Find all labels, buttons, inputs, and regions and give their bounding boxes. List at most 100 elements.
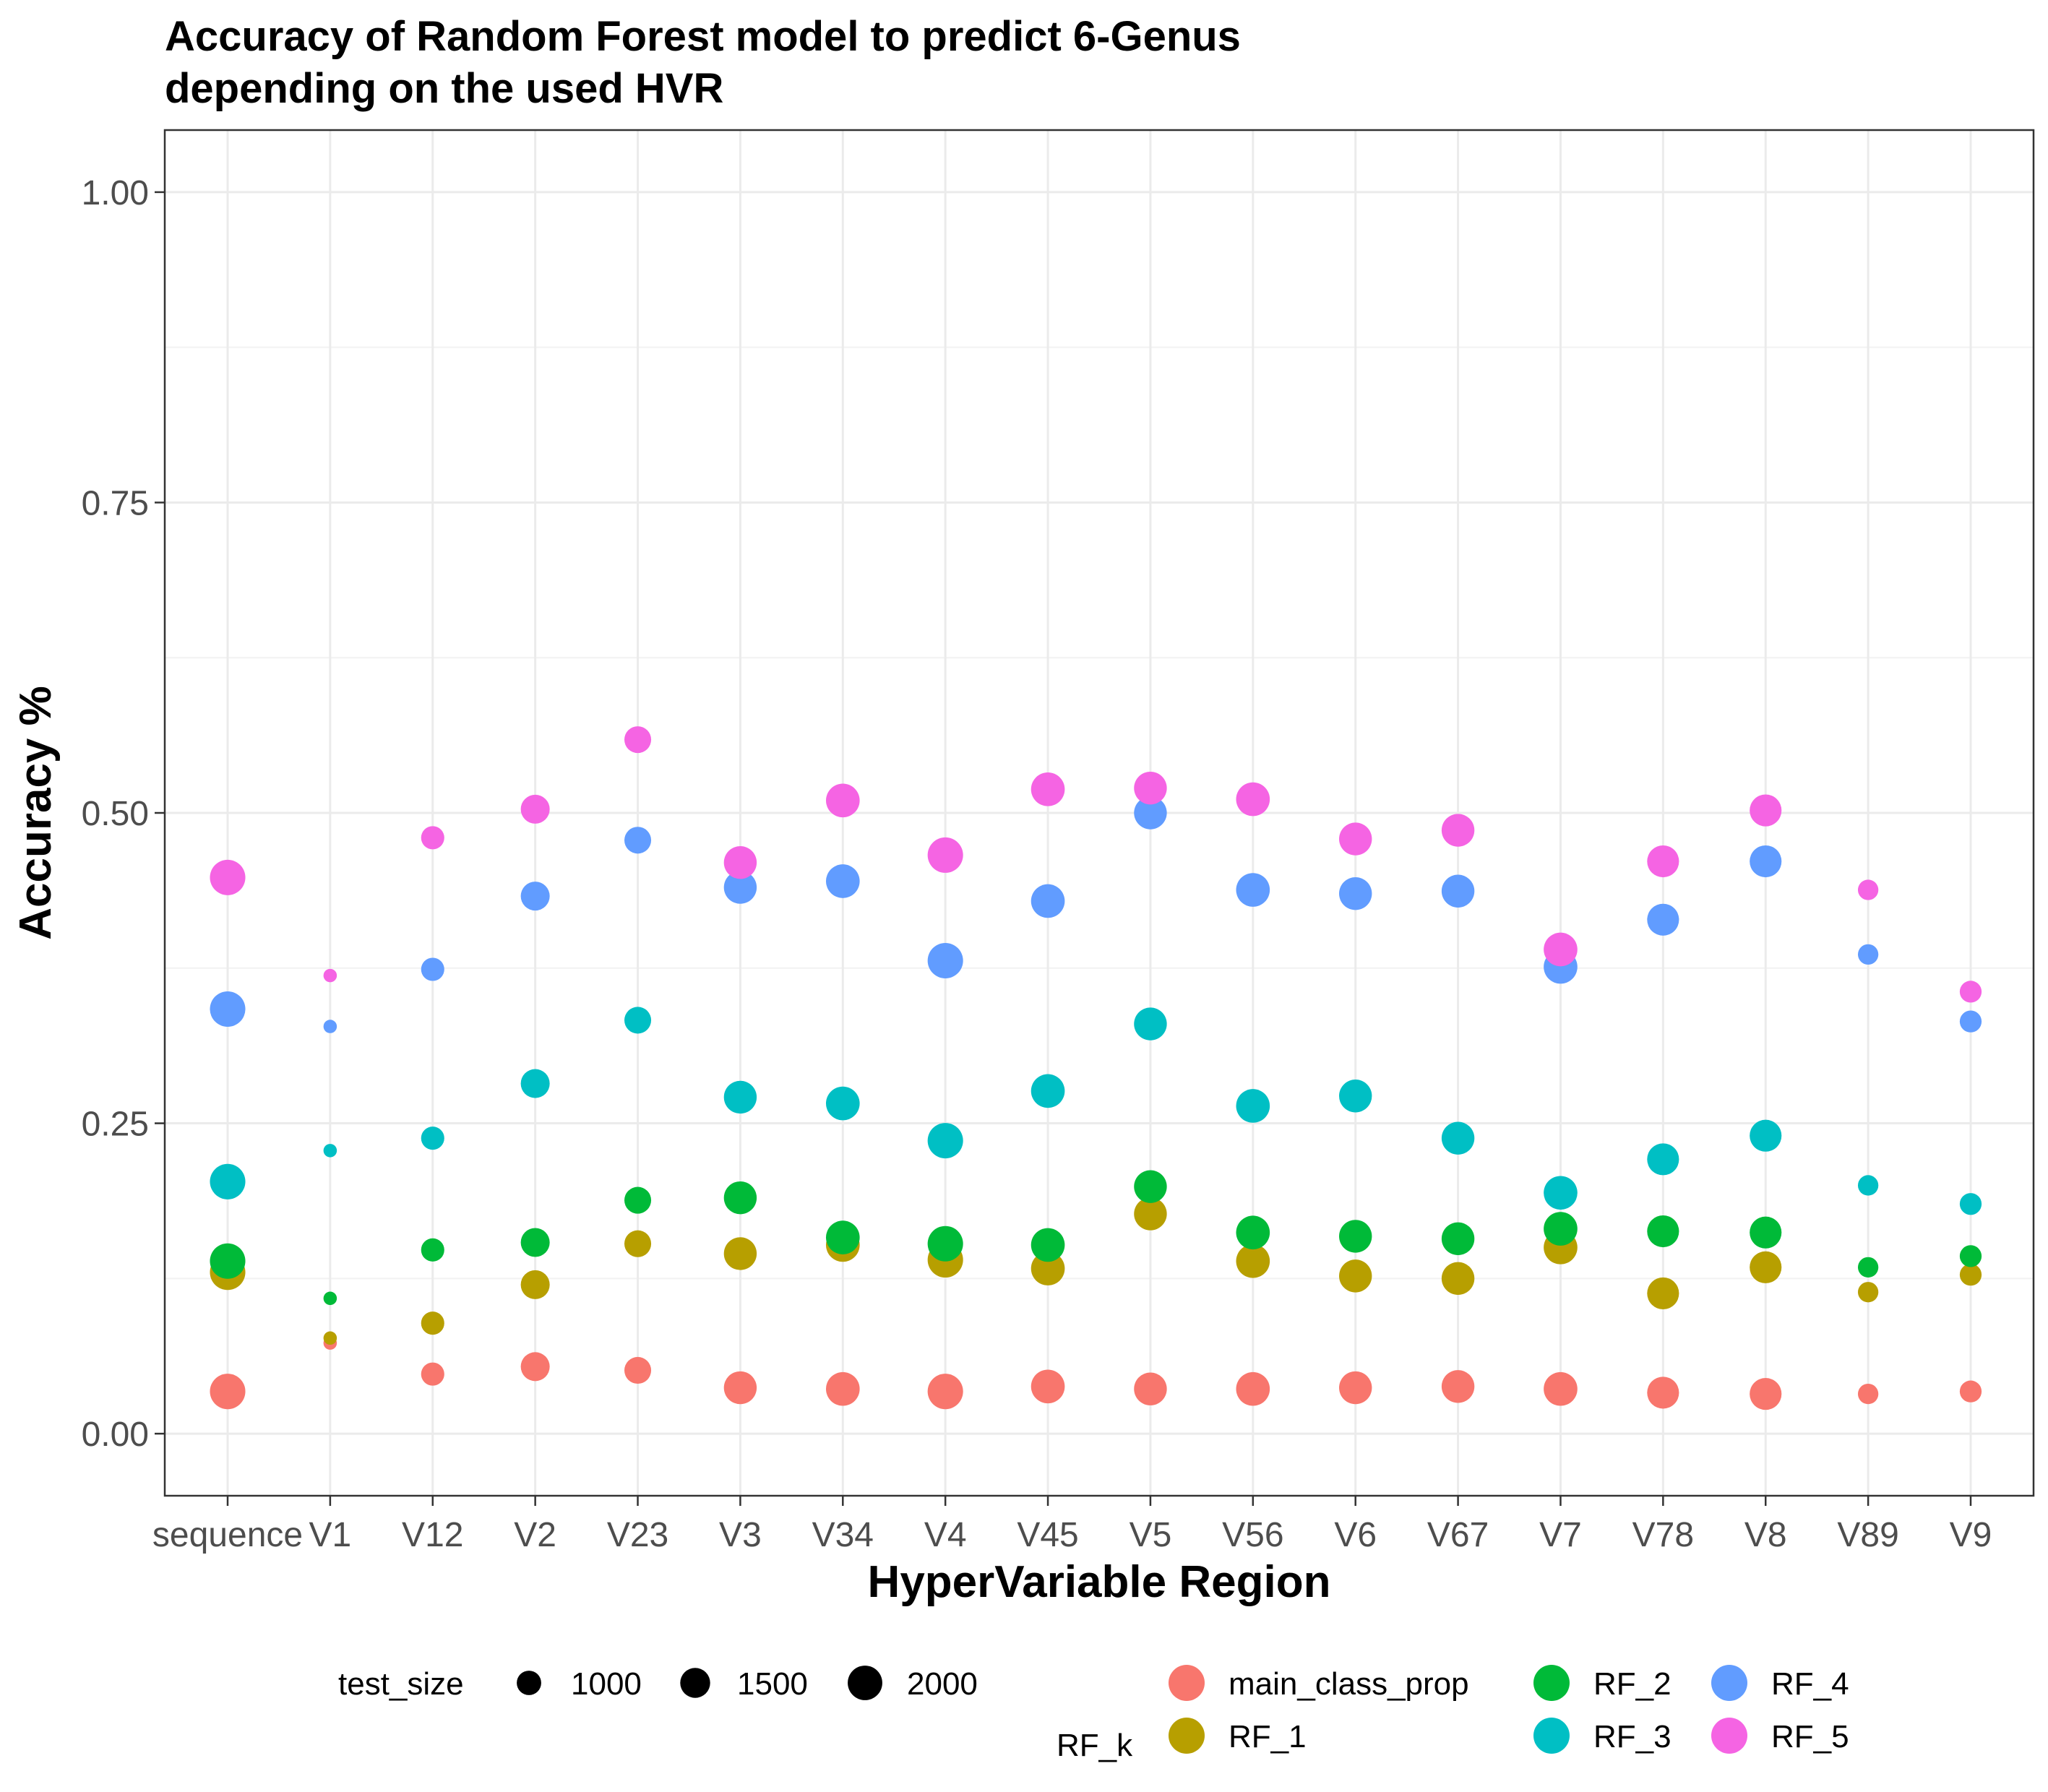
chart-title-line-2: depending on the used HVR (165, 65, 723, 112)
data-point-RF-4 (520, 882, 550, 911)
data-point-RF-4 (1647, 903, 1679, 936)
data-point-main-class-prop (927, 1374, 963, 1410)
data-point-main-class-prop (1959, 1380, 1982, 1403)
data-point-main-class-prop (1544, 1371, 1578, 1406)
color-legend-title: RF_k (1057, 1728, 1133, 1763)
color-legend-label: RF_3 (1593, 1719, 1671, 1754)
color-legend-label: RF_2 (1593, 1666, 1671, 1702)
data-point-RF-4 (1031, 884, 1065, 918)
data-point-RF-4 (323, 1020, 337, 1033)
data-point-RF-2 (624, 1186, 652, 1214)
data-point-RF-3 (1236, 1089, 1270, 1123)
data-point-RF-2 (1339, 1220, 1372, 1253)
data-point-RF-3 (1544, 1176, 1578, 1210)
data-point-main-class-prop (1339, 1371, 1372, 1405)
data-point-RF-4 (1857, 944, 1879, 965)
data-point-RF-1 (1134, 1197, 1167, 1231)
data-point-RF-2 (1750, 1216, 1782, 1249)
data-point-RF-3 (421, 1127, 444, 1150)
data-point-RF-4 (1441, 874, 1475, 908)
x-tick-label: V7 (1539, 1516, 1582, 1554)
data-point-RF-4 (1959, 1010, 1982, 1033)
color-legend-key (1533, 1665, 1570, 1701)
data-point-RF-5 (520, 794, 550, 824)
data-point-RF-5 (1236, 782, 1270, 817)
x-tick-label: V4 (924, 1516, 967, 1554)
x-tick-label: V3 (719, 1516, 762, 1554)
x-tick-label: V34 (812, 1516, 874, 1554)
data-point-RF-1 (1857, 1282, 1879, 1303)
axes: 0.00 0.25 0.50 0.75 1.00 sequence V1 V12 V2 V23 V3… (82, 174, 1992, 1554)
x-tick-label: V89 (1837, 1516, 1898, 1554)
data-point-RF-2 (1647, 1215, 1679, 1248)
data-point-RF-5 (1544, 932, 1578, 967)
x-tick-label: V67 (1427, 1516, 1489, 1554)
data-point-RF-4 (825, 864, 860, 898)
data-point-main-class-prop (723, 1371, 757, 1405)
data-point-RF-5 (1339, 822, 1372, 856)
data-point-RF-2 (927, 1225, 963, 1262)
data-point-RF-4 (1236, 873, 1270, 907)
data-point-RF-3 (1959, 1193, 1982, 1215)
data-point-RF-4 (1339, 876, 1372, 910)
data-point-RF-2 (1857, 1257, 1879, 1278)
data-point-main-class-prop (1031, 1369, 1065, 1404)
data-point-main-class-prop (624, 1356, 652, 1384)
color-legend-key (1169, 1665, 1205, 1701)
data-point-RF-5 (1959, 981, 1982, 1003)
x-tick-label: V12 (402, 1516, 463, 1554)
data-point-RF-3 (624, 1007, 652, 1034)
size-legend-title: test_size (338, 1666, 464, 1702)
data-point-RF-1 (1339, 1259, 1372, 1293)
data-point-main-class-prop (825, 1371, 860, 1406)
data-point-main-class-prop (421, 1362, 444, 1386)
color-legend-key (1169, 1718, 1205, 1754)
data-point-main-class-prop (1857, 1383, 1879, 1405)
data-point-RF-2 (1236, 1215, 1270, 1250)
data-point-RF-1 (1750, 1251, 1782, 1283)
x-tick-label: V1 (309, 1516, 352, 1554)
data-point-RF-2 (421, 1238, 444, 1262)
data-point-RF-5 (1441, 814, 1475, 847)
data-point-RF-5 (624, 726, 652, 754)
color-legend-label: RF_4 (1771, 1666, 1849, 1702)
data-point-RF-4 (1750, 845, 1782, 878)
data-point-main-class-prop (1236, 1371, 1270, 1406)
data-point-RF-5 (825, 783, 860, 818)
size-legend-key (848, 1666, 882, 1700)
color-legend-key (1711, 1718, 1747, 1754)
data-point-RF-2 (825, 1220, 860, 1254)
data-point-RF-1 (421, 1311, 444, 1335)
x-tick-label: V5 (1130, 1516, 1172, 1554)
size-legend-label: 1500 (737, 1666, 808, 1702)
data-point-RF-1 (520, 1270, 550, 1299)
chart-title-line-1: Accuracy of Random Forest model to predi… (165, 13, 1241, 60)
data-point-RF-5 (927, 837, 963, 873)
data-point-RF-3 (927, 1123, 963, 1159)
x-tick-label: V45 (1017, 1516, 1078, 1554)
data-point-RF-3 (520, 1069, 550, 1098)
data-point-RF-3 (1339, 1080, 1372, 1113)
data-point-RF-5 (1134, 771, 1167, 805)
data-point-RF-2 (323, 1291, 337, 1306)
data-point-RF-4 (723, 871, 757, 904)
data-point-RF-3 (1857, 1175, 1879, 1196)
x-tick-label: V56 (1222, 1516, 1283, 1554)
data-point-RF-2 (1544, 1212, 1578, 1246)
data-point-RF-2 (723, 1181, 757, 1215)
size-legend-label: 2000 (907, 1666, 978, 1702)
data-point-main-class-prop (1134, 1372, 1167, 1405)
data-point-RF-3 (825, 1086, 860, 1121)
data-point-RF-3 (1750, 1119, 1782, 1152)
y-tick-label: 0.75 (82, 484, 149, 522)
data-point-RF-4 (1134, 796, 1167, 830)
data-point-RF-5 (723, 846, 757, 879)
data-point-RF-4 (421, 957, 444, 981)
data-point-main-class-prop (1750, 1378, 1782, 1410)
x-axis-title: HyperVariable Region (868, 1557, 1331, 1607)
data-point-RF-1 (1031, 1252, 1065, 1285)
data-point-RF-3 (1134, 1007, 1167, 1041)
data-point-RF-3 (210, 1163, 246, 1199)
